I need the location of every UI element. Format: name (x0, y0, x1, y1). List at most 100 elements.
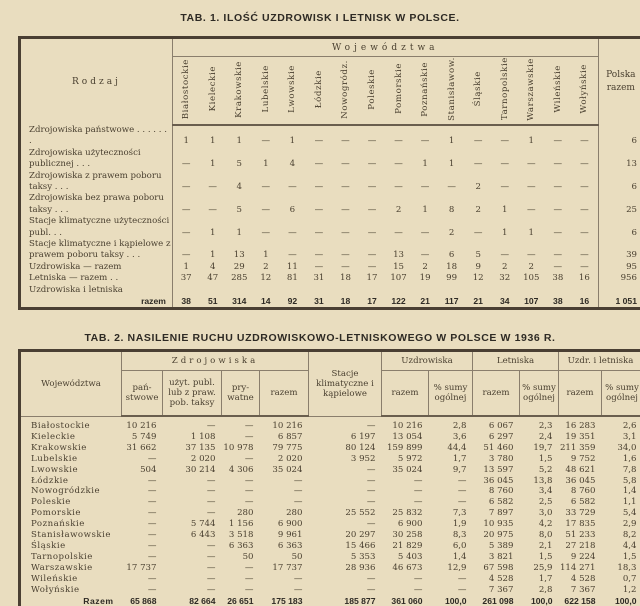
table-cell: — (172, 193, 199, 216)
table-cell: 12 (253, 273, 280, 284)
table-cell: 47 (199, 273, 226, 284)
table-cell: 1,7 (429, 454, 473, 465)
grand-total: 1 051 (598, 296, 640, 309)
table-cell: 6 363 (260, 541, 309, 552)
table-cell: — (163, 421, 222, 432)
table-cell: 1,9 (429, 519, 473, 530)
table-cell: — (571, 171, 598, 194)
table-cell: 16 283 (559, 421, 602, 432)
table-cell: 1 (226, 125, 253, 148)
table-cell: — (385, 216, 412, 239)
table-cell: 10 978 (222, 443, 260, 454)
table-cell: — (306, 148, 333, 171)
table-cell: — (260, 574, 309, 585)
wojewodztwa-header: Województwa (20, 351, 122, 417)
table-cell: — (385, 148, 412, 171)
stacje-header: Stacje klimatyczne i kąpielowe (309, 351, 382, 417)
table-cell: 4 (279, 148, 306, 171)
table-cell: 5 389 (473, 541, 520, 552)
row-total: 6 (598, 216, 640, 239)
column-header-label: Białostockie (181, 59, 191, 119)
table-cell: 8,3 (429, 530, 473, 541)
row-total: 13 (598, 148, 640, 171)
sum-cell: 107 (518, 296, 545, 309)
table-cell: — (545, 148, 572, 171)
table-cell: — (163, 563, 222, 574)
table-cell: 5 (226, 193, 253, 216)
empty-cell (545, 285, 572, 296)
table-cell: 6 067 (473, 421, 520, 432)
table-cell: 35 024 (382, 465, 429, 476)
row-label: Śląskie (20, 541, 122, 552)
table-cell: — (122, 476, 163, 487)
row-label: Stacje klimatyczne i kąpielowe z prawem … (20, 239, 173, 262)
uzdrowiska-razem-header: razem (382, 371, 429, 417)
table-cell: — (163, 541, 222, 552)
table-cell: 2 020 (163, 454, 222, 465)
table-cell: 10 216 (122, 421, 163, 432)
row-label: Lubelskie (20, 454, 122, 465)
letniska-razem-header: razem (473, 371, 520, 417)
table-cell: — (491, 171, 518, 194)
table-cell: 2 (491, 262, 518, 273)
column-header-label: Poleskie (367, 69, 377, 110)
table-cell: 1 (199, 148, 226, 171)
table-cell: — (253, 193, 280, 216)
empty-cell (385, 285, 412, 296)
table-cell: — (122, 530, 163, 541)
table-cell: 3,6 (429, 432, 473, 443)
table-cell: — (332, 125, 359, 148)
table-cell: — (571, 148, 598, 171)
prywatne-header: pry-watne (222, 371, 260, 417)
uzdr-letn-razem-header: razem (559, 371, 602, 417)
table-cell: — (309, 465, 382, 476)
table-cell: 99 (438, 273, 465, 284)
row-total: 956 (598, 273, 640, 284)
sum-cell: 17 (359, 296, 386, 309)
sum-cell: 100,0 (602, 596, 640, 606)
table-cell: 6,0 (429, 541, 473, 552)
table-cell: 48 621 (559, 465, 602, 476)
table-cell: 11 (279, 262, 306, 273)
table-cell: 7 367 (473, 585, 520, 596)
table-cell: 1 (199, 125, 226, 148)
table-cell: 46 673 (382, 563, 429, 574)
row-label: Zdrojowiska państwowe . . . . . . . (20, 125, 173, 148)
row-label: Krakowskie (20, 443, 122, 454)
table-cell: 0,7 (602, 574, 640, 585)
table-cell: 1,4 (429, 552, 473, 563)
table-cell: 6 900 (260, 519, 309, 530)
column-header: Poznańskie (412, 57, 439, 125)
table-cell: — (163, 476, 222, 487)
column-header: Warszawskie (518, 57, 545, 125)
table-cell: 15 (385, 262, 412, 273)
rodzaj-header: Rodzaj (20, 38, 173, 125)
table-cell: — (253, 216, 280, 239)
table2-title: TAB. 2. NASILENIE RUCHU UZDROWISKOWO-LET… (0, 332, 640, 344)
table-cell: — (222, 454, 260, 465)
table-cell: 38 (545, 273, 572, 284)
table-cell: — (332, 239, 359, 262)
table-cell: 1 156 (222, 519, 260, 530)
table-cell: 2,9 (602, 519, 640, 530)
letniska-pct-header: % sumy ogólnej (520, 371, 559, 417)
table-cell: — (122, 585, 163, 596)
sum-cell: 92 (279, 296, 306, 309)
table-cell: 2 (465, 171, 492, 194)
table-cell: — (465, 125, 492, 148)
table-cell: 2,4 (520, 432, 559, 443)
column-header: Lwowskie (279, 57, 306, 125)
table-cell: 10 216 (382, 421, 429, 432)
table-cell: 51 233 (559, 530, 602, 541)
row-label: Kieleckie (20, 432, 122, 443)
table-cell: 5 744 (163, 519, 222, 530)
table-cell: — (309, 497, 382, 508)
table-cell: — (306, 262, 333, 273)
table-cell: — (429, 486, 473, 497)
row-label: Nowogródzkie (20, 486, 122, 497)
table-cell: 8 760 (473, 486, 520, 497)
table-cell: 28 936 (309, 563, 382, 574)
